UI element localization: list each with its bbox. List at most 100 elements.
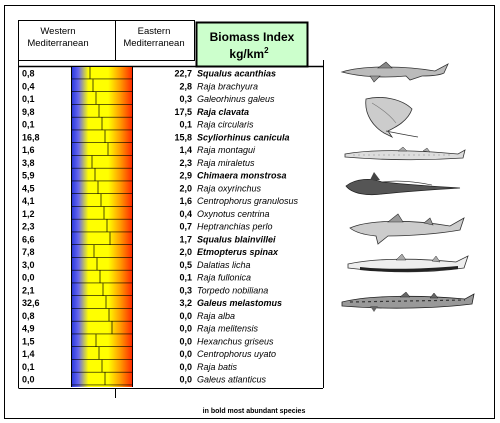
table-row: 4,9 0,0 Raja melitensis [22, 324, 259, 334]
west-value: 0,0 [22, 375, 35, 385]
ray-icon [365, 97, 419, 139]
table-row: 1,5 0,0 Hexanchus griseus [22, 336, 274, 346]
west-value: 32,6 [22, 298, 40, 308]
west-value: 4,1 [22, 196, 35, 206]
table-row: 5,9 2,9 Chimaera monstrosa [22, 171, 287, 181]
eastern-header-line1: Eastern [138, 26, 171, 37]
east-value: 0,3 [179, 285, 192, 295]
lantern-shark-icon [347, 253, 469, 273]
east-value: 2,0 [179, 183, 192, 193]
west-value: 2,3 [22, 222, 35, 232]
species-name: Raja clavata [197, 107, 249, 117]
gradient-bars [71, 66, 133, 387]
species-name: Galeus melastomus [197, 298, 282, 308]
table-row: 0,8 0,0 Raja alba [22, 311, 235, 321]
eastern-header-line2: Mediterranean [123, 38, 184, 49]
west-value: 3,0 [22, 260, 35, 270]
species-name: Etmopterus spinax [197, 247, 279, 257]
east-value: 1,4 [179, 145, 192, 155]
west-value: 0,4 [22, 81, 35, 91]
species-name: Galeorhinus galeus [197, 94, 275, 104]
species-name: Raja brachyura [197, 81, 258, 91]
blackmouth-catshark-icon [341, 291, 475, 312]
west-value: 2,1 [22, 285, 35, 295]
table-row: 16,8 15,8 Scyliorhinus canicula [22, 132, 290, 142]
west-value: 4,5 [22, 183, 35, 193]
east-value: 0,0 [179, 324, 192, 334]
dogfish-icon [349, 213, 465, 245]
species-name: Chimaera monstrosa [197, 171, 287, 181]
east-value: 0,7 [179, 222, 192, 232]
species-name: Raja batis [197, 362, 238, 372]
west-value: 0,1 [22, 94, 35, 104]
east-value: 0,1 [179, 120, 192, 130]
table-row: 1,6 1,4 Raja montagui [22, 145, 256, 155]
species-name: Raja miraletus [197, 158, 255, 168]
east-value: 2,0 [179, 247, 192, 257]
east-value: 0,1 [179, 273, 192, 283]
chimaera-icon [345, 172, 461, 196]
biomass-index-title: Biomass Index [210, 30, 295, 44]
table-row: 0,1 0,3 Galeorhinus galeus [22, 94, 275, 104]
east-value: 0,5 [179, 260, 192, 270]
header: Western Mediterranean Eastern Mediterran… [18, 20, 309, 68]
data-rows: 0,8 22,7 Squalus acanthias 0,4 2,8 Raja brach… [22, 69, 299, 385]
table-row: 1,2 0,4 Oxynotus centrina [22, 209, 270, 219]
gradient-band [71, 67, 133, 387]
catshark-icon [344, 146, 466, 161]
biomass-index-unit: kg/km2 [229, 46, 269, 61]
west-value: 1,6 [22, 145, 35, 155]
west-value: 6,6 [22, 234, 35, 244]
table-row: 2,3 0,7 Heptranchias perlo [22, 222, 273, 232]
west-value: 1,2 [22, 209, 35, 219]
table-row: 0,0 0,1 Raja fullonica [22, 273, 251, 283]
species-name: Raja oxyrinchus [197, 183, 262, 193]
shark-icon [340, 61, 449, 83]
east-value: 2,3 [179, 158, 192, 168]
table-row: 0,1 0,0 Raja batis [22, 362, 238, 372]
species-name: Oxynotus centrina [197, 209, 270, 219]
species-name: Raja fullonica [197, 273, 251, 283]
west-value: 1,4 [22, 349, 35, 359]
species-name: Raja melitensis [197, 324, 259, 334]
biomass-index-box [195, 21, 309, 68]
east-value: 0,0 [179, 362, 192, 372]
species-name: Raja montagui [197, 145, 256, 155]
west-value: 5,9 [22, 171, 35, 181]
table-row: 3,0 0,5 Dalatias licha [22, 260, 251, 270]
species-name: Dalatias licha [197, 260, 251, 270]
table-row: 0,8 22,7 Squalus acanthias [22, 69, 276, 79]
species-name: Raja alba [197, 311, 235, 321]
east-value: 17,5 [174, 107, 192, 117]
species-name: Galeus atlanticus [197, 375, 267, 385]
west-value: 0,1 [22, 362, 35, 372]
species-name: Squalus acanthias [197, 69, 276, 79]
species-name: Heptranchias perlo [197, 222, 273, 232]
species-name: Raja circularis [197, 120, 254, 130]
east-value: 2,9 [179, 171, 192, 181]
east-value: 22,7 [174, 69, 192, 79]
west-value: 9,8 [22, 107, 35, 117]
table-row: 0,4 2,8 Raja brachyura [22, 81, 258, 91]
west-value: 4,9 [22, 324, 35, 334]
east-value: 0,4 [179, 209, 192, 219]
east-value: 0,0 [179, 375, 192, 385]
table-row: 7,8 2,0 Etmopterus spinax [22, 247, 279, 257]
table-row: 6,6 1,7 Squalus blainvillei [22, 234, 276, 244]
east-value: 1,6 [179, 196, 192, 206]
table-row: 1,4 0,0 Centrophorus uyato [22, 349, 276, 359]
species-name: Centrophorus uyato [197, 349, 276, 359]
east-value: 0,0 [179, 311, 192, 321]
table-row: 9,8 17,5 Raja clavata [22, 107, 249, 117]
west-value: 3,8 [22, 158, 35, 168]
east-value: 1,7 [179, 234, 192, 244]
east-value: 0,0 [179, 349, 192, 359]
species-name: Hexanchus griseus [197, 336, 274, 346]
species-name: Torpedo nobiliana [197, 285, 268, 295]
western-header-line2: Mediterranean [27, 38, 88, 49]
west-value: 0,8 [22, 69, 35, 79]
western-header-line1: Western [40, 26, 75, 37]
footnote: in bold most abundant species [203, 408, 306, 415]
illustrations [340, 61, 475, 312]
